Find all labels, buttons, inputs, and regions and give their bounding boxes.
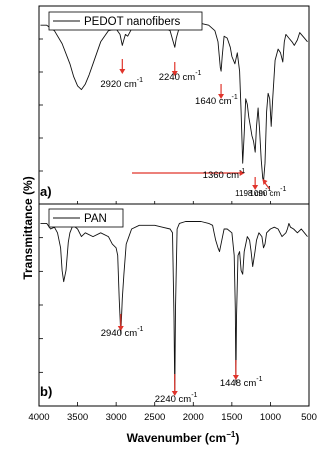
peak-arrow-head — [171, 71, 178, 76]
peak-label: 1360 cm-1 — [203, 168, 246, 181]
peak-label: 1198 cm-1 — [235, 186, 271, 198]
peak-arrow-head — [252, 185, 259, 190]
peak-arrow-head — [262, 179, 268, 185]
panel-frame — [38, 5, 310, 205]
x-tick-label: 1000 — [260, 412, 281, 423]
peak-arrow-head — [171, 391, 178, 396]
x-axis-ticks: 4000 3500 3000 2500 2000 1500 1000 500 — [28, 201, 317, 423]
panel-a-traces — [40, 22, 308, 183]
peak-label: 2920 cm-1 — [100, 77, 143, 90]
x-tick-label: 2500 — [144, 412, 165, 423]
peak-label: 1640 cm-1 — [195, 94, 238, 107]
panel-a-legend-text: PEDOT nanofibers — [84, 16, 181, 28]
peak-arrow-head — [117, 326, 124, 331]
x-axis-title-sup: −1 — [226, 430, 236, 439]
peak-arrow-head — [119, 69, 126, 74]
peak-arrow-head — [232, 375, 239, 380]
x-tick-label: 4000 — [28, 412, 49, 423]
panel-b-label: b) — [40, 384, 52, 399]
peak-label: 1448 cm-1 — [220, 376, 263, 389]
x-tick-label: 1500 — [221, 412, 242, 423]
frame-layer — [38, 5, 310, 407]
panel-a-legend: PEDOT nanofibers — [48, 11, 203, 31]
panel-b: 2940 cm-1 2240 cm-1 1448 cm-1 PAN b) — [40, 208, 308, 405]
panel-b-legend-text: PAN — [84, 213, 107, 225]
x-axis-title-suffix: ) — [235, 431, 239, 445]
peak-label: 2940 cm-1 — [101, 326, 144, 339]
panel-b-annotations: 2940 cm-1 2240 cm-1 1448 cm-1 — [101, 314, 263, 405]
x-tick-label: 3000 — [106, 412, 127, 423]
panel-b-legend-box — [48, 208, 124, 228]
x-axis-title-main: Wavenumber (cm — [127, 431, 227, 445]
peak-arrow-head — [218, 94, 225, 99]
x-tick-label: 3500 — [67, 412, 88, 423]
panel-b-legend: PAN — [48, 208, 124, 228]
spectrum-line-pan — [40, 221, 308, 395]
spectrum-line-pedot — [40, 22, 308, 183]
panel-a: 2920 cm-1 2240 cm-1 1640 cm-1 1360 cm-1 1198… — [40, 11, 308, 199]
panel-a-annotations: 2920 cm-1 2240 cm-1 1640 cm-1 1360 cm-1 1198… — [100, 59, 287, 198]
peak-label: 1090 cm-1 — [249, 186, 286, 198]
x-axis-title: Wavenumber (cm−1) — [127, 430, 240, 445]
panel-a-legend-box — [48, 11, 203, 31]
peak-label: 2240 cm-1 — [155, 392, 198, 405]
peak-arrow-head — [239, 170, 245, 176]
x-tick-label: 500 — [301, 412, 317, 423]
panel-b-traces — [40, 221, 308, 395]
x-tick-label: 2000 — [183, 412, 204, 423]
y-axis-title: Transmittance (%) — [21, 176, 35, 279]
peak-label: 2240 cm-1 — [159, 70, 202, 83]
panel-a-label: a) — [40, 184, 52, 199]
